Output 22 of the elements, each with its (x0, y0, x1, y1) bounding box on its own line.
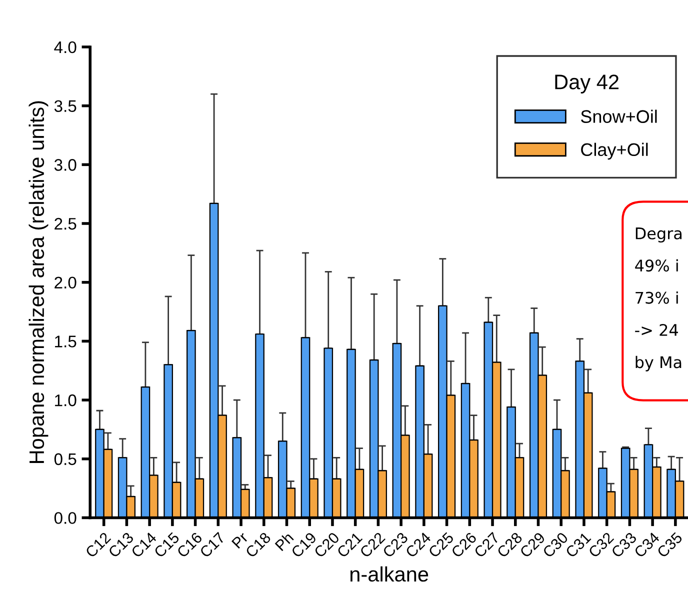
y-tick-label: 3.5 (54, 100, 76, 112)
legend-label: Snow+Oil (580, 110, 657, 123)
y-axis-title: Hopane normalized area (relative units) (28, 101, 48, 463)
annotation: Degra (636, 228, 682, 243)
x-axis-title: n-alkane (350, 566, 428, 582)
y-tick-label: 2.5 (54, 218, 76, 230)
y-tick-label: 1.5 (55, 336, 76, 348)
y-tick-label: 4.0 (54, 41, 76, 54)
x-tick-label: Ph (274, 532, 294, 552)
y-tick-label: 0.5 (54, 453, 76, 466)
legend-title: Day 42 (555, 74, 618, 94)
y-tick-label: 2.0 (54, 276, 76, 289)
annotation: 49% i (635, 259, 678, 272)
annotation: by Ma (636, 356, 682, 372)
y-tick-label: 0.0 (54, 512, 76, 524)
x-tick-label: C28 (496, 532, 523, 558)
legend-label: Clay+Oil (581, 142, 648, 160)
annotation: 73% i (636, 291, 678, 304)
x-tick-label: C12 (84, 532, 112, 558)
annotation: -> 24 (635, 324, 678, 336)
y-tick-label: 3.0 (54, 159, 76, 171)
y-tick-label: 1.0 (55, 394, 76, 406)
